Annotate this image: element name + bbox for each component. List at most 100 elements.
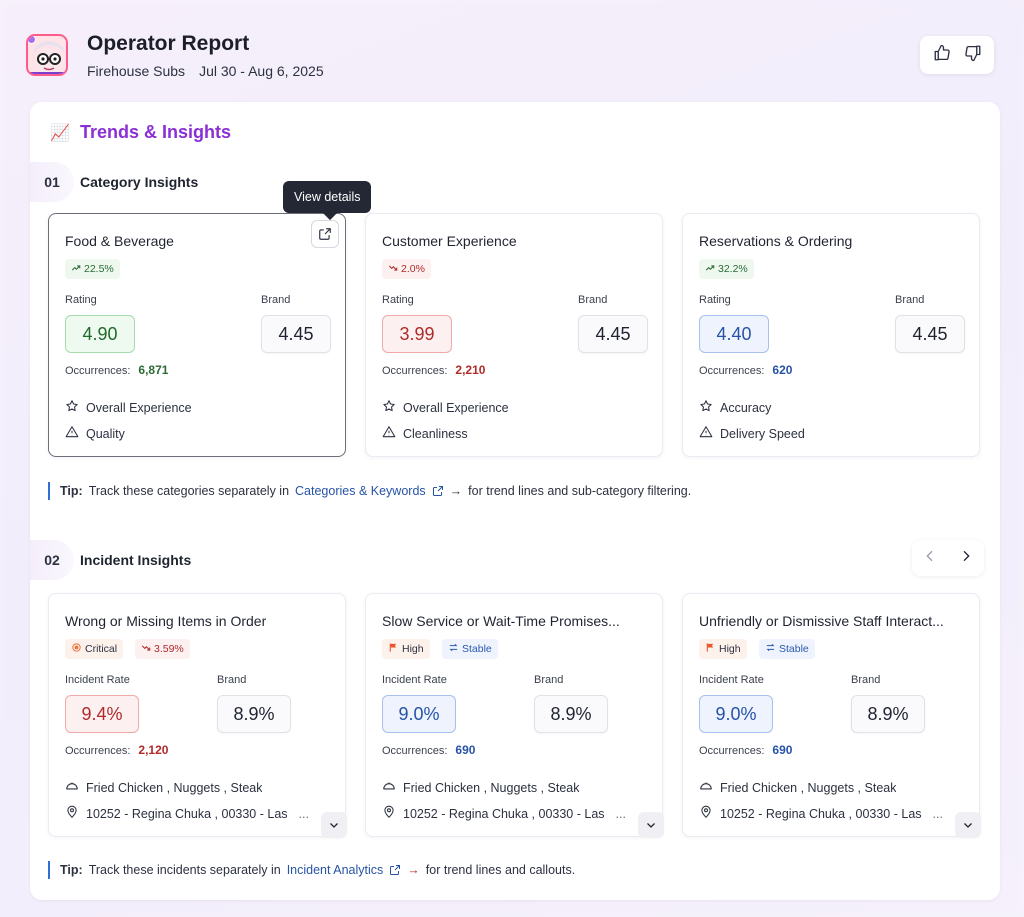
arrow-right-icon: →: [449, 484, 463, 498]
keyword-text: Cleanliness: [403, 426, 468, 441]
rating-label: Rating: [65, 294, 97, 306]
status-badge: 3.59%: [135, 639, 190, 659]
categories-keywords-link[interactable]: Categories & Keywords: [295, 484, 426, 498]
occurrences-value: 690: [455, 743, 476, 757]
brand-label: Brand: [261, 294, 291, 306]
tip-text-after: for trend lines and sub-category filteri…: [468, 484, 692, 498]
expand-button[interactable]: [955, 812, 981, 838]
severity-text: High: [719, 643, 741, 655]
occurrences-value: 6,871: [138, 363, 169, 377]
occurrences-value: 690: [772, 743, 793, 757]
tip-text: Track these incidents separately in: [88, 863, 281, 877]
incident-analytics-link[interactable]: Incident Analytics: [286, 863, 384, 877]
trend-badge: 32.2%: [699, 259, 754, 279]
chevron-right-icon[interactable]: [958, 548, 974, 569]
ellipsis-text: ...: [298, 806, 309, 821]
category-card[interactable]: Food & Beverage 22.5% Rating Brand 4.90 4.45 O…: [48, 213, 346, 457]
warning-icon: [382, 425, 396, 442]
page-title: Operator Report: [87, 32, 250, 55]
incident-card[interactable]: Wrong or Missing Items in Order Critical 3…: [48, 593, 347, 838]
incident-rate-value: 9.0%: [382, 695, 456, 733]
category-card[interactable]: Customer Experience 2.0% Rating Brand 3.99 4.…: [365, 213, 663, 457]
card-title: Unfriendly or Dismissive Staff Interact.…: [699, 613, 944, 629]
brand-value: 8.9%: [534, 695, 608, 733]
section-subtitle: Category Insights: [80, 174, 199, 190]
tip-text-after: for trend lines and callouts.: [425, 863, 576, 877]
occurrences-label: Occurrences:: [382, 365, 448, 377]
section-number: 02: [30, 540, 74, 580]
brand-label: Brand: [851, 674, 881, 686]
brand-value: 8.9%: [217, 695, 291, 733]
status-badge: Stable: [759, 639, 815, 659]
incident-card[interactable]: Slow Service or Wait-Time Promises... Hig…: [365, 593, 664, 838]
ellipsis-text: ...: [932, 806, 943, 821]
thumbs-down-icon[interactable]: [964, 44, 982, 67]
star-icon: [699, 399, 713, 416]
locations-row: 10252 - Regina Chuka , 00330 - Las...: [65, 805, 309, 822]
menu-items-text: Fried Chicken , Nuggets , Steak: [720, 780, 897, 795]
section-subtitle: Incident Insights: [80, 552, 192, 568]
severity-badge: High: [382, 639, 430, 659]
keyword-item: Delivery Speed: [699, 425, 805, 442]
page-subtitle: Firehouse Subs Jul 30 - Aug 6, 2025: [87, 63, 324, 79]
expand-button[interactable]: [638, 812, 664, 838]
occurrences-value: 2,120: [138, 743, 169, 757]
occurrences: Occurrences: 6,871: [65, 363, 168, 377]
trend-down-icon: [141, 643, 151, 656]
severity-badge: High: [699, 639, 747, 659]
status-text: Stable: [462, 643, 492, 655]
category-insights-header: 01 Category Insights: [30, 162, 198, 202]
chevron-left-icon[interactable]: [922, 548, 938, 569]
occurrences: Occurrences: 690: [382, 743, 475, 757]
category-tip: Tip: Track these categories separately i…: [48, 482, 691, 500]
keyword-item: Overall Experience: [65, 399, 192, 416]
tip-label: Tip:: [60, 863, 83, 877]
tip-label: Tip:: [60, 484, 83, 498]
menu-items-row: Fried Chicken , Nuggets , Steak: [699, 779, 896, 796]
locations-text: 10252 - Regina Chuka , 00330 - Las: [403, 806, 605, 821]
rating-value: 3.99: [382, 315, 452, 353]
keyword-text: Delivery Speed: [720, 426, 805, 441]
trend-value: 22.5%: [84, 263, 114, 275]
thumbs-up-icon[interactable]: [933, 44, 951, 67]
occurrences-label: Occurrences:: [65, 365, 131, 377]
brand-value: 8.9%: [851, 695, 925, 733]
severity-text: Critical: [85, 643, 118, 655]
trend-down-icon: [388, 263, 398, 276]
keyword-item: Cleanliness: [382, 425, 468, 442]
keyword-text: Overall Experience: [403, 400, 509, 415]
category-card[interactable]: Reservations & Ordering 32.2% Rating Brand 4…: [682, 213, 980, 457]
location-pin-icon: [699, 805, 713, 822]
trend-up-icon: [705, 263, 715, 276]
keyword-item: Accuracy: [699, 399, 771, 416]
view-details-button[interactable]: [311, 220, 339, 248]
tag-icon: [65, 779, 79, 796]
external-link-icon[interactable]: [432, 485, 444, 497]
tag-icon: [382, 779, 396, 796]
locations-text: 10252 - Regina Chuka , 00330 - Las: [720, 806, 922, 821]
brand-value: 4.45: [261, 315, 331, 353]
chevron-down-icon: [330, 823, 338, 828]
feedback-group: [920, 36, 994, 74]
incident-rate-label: Incident Rate: [382, 674, 447, 686]
warning-icon: [699, 425, 713, 442]
occurrences-value: 620: [772, 363, 793, 377]
status-text: Stable: [779, 643, 809, 655]
view-details-tooltip: View details: [283, 181, 372, 213]
report-header: Operator Report Firehouse Subs Jul 30 - A…: [26, 30, 998, 90]
card-title: Slow Service or Wait-Time Promises...: [382, 613, 620, 629]
occurrences: Occurrences: 620: [699, 363, 792, 377]
incident-card[interactable]: Unfriendly or Dismissive Staff Interact.…: [682, 593, 981, 838]
trend-badge: 22.5%: [65, 259, 120, 279]
severity-text: High: [402, 643, 424, 655]
external-link-icon[interactable]: [389, 864, 401, 876]
chevron-down-icon: [964, 823, 972, 828]
trends-header: 📈 Trends & Insights: [50, 122, 231, 143]
star-icon: [65, 399, 79, 416]
keyword-text: Accuracy: [720, 400, 772, 415]
flag-icon: [388, 642, 399, 656]
brand-label: Brand: [578, 294, 608, 306]
brand-value: 4.45: [578, 315, 648, 353]
section-title: Trends & Insights: [80, 122, 232, 142]
expand-button[interactable]: [321, 812, 347, 838]
